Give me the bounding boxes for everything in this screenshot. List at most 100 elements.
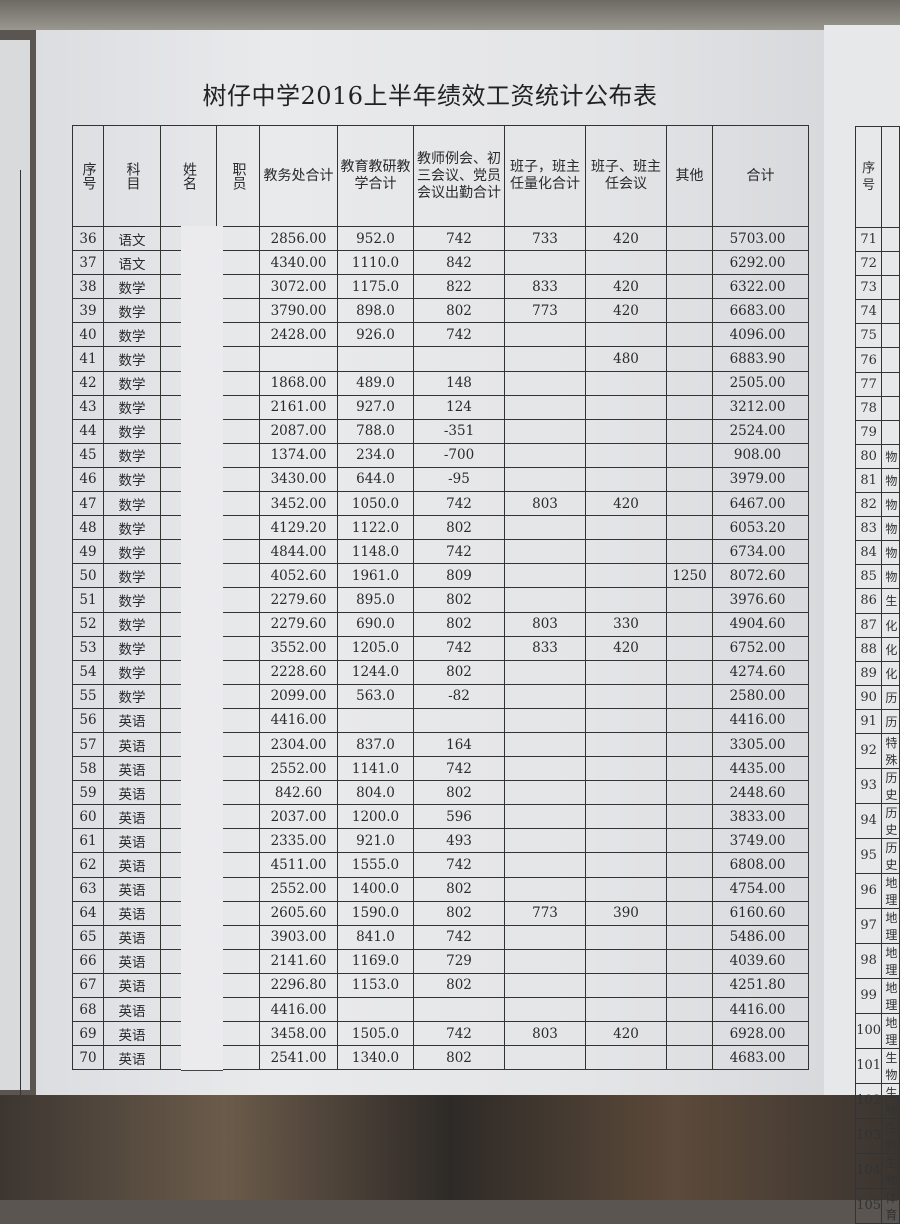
right-cell-seq: 103	[854, 1117, 883, 1154]
cell-class-leader-quant	[504, 924, 586, 950]
cell-academic-affairs: 2161.00	[259, 394, 338, 420]
right-table-row: 86 生	[854, 588, 900, 614]
cell-academic-affairs: 3790.00	[259, 298, 338, 324]
cell-academic-affairs: 4511.00	[259, 852, 338, 878]
cell-seq: 52	[72, 611, 104, 637]
cell-name: 容	[160, 707, 223, 734]
right-cell-subject: 化	[881, 660, 900, 686]
right-cell-subject: 地理	[881, 872, 900, 909]
cell-other	[666, 587, 713, 613]
cell-name: 丘	[160, 804, 223, 831]
cell-seq: 68	[72, 996, 104, 1023]
cell-academic-affairs: 4416.00	[259, 707, 338, 733]
cell-class-leader-meeting	[585, 418, 667, 444]
cell-other	[666, 250, 713, 276]
cell-subject: 数学	[103, 298, 161, 324]
cell-class-leader-meeting	[585, 322, 667, 348]
cell-class-leader-quant	[504, 539, 586, 565]
right-cell-subject: 体育	[881, 1187, 900, 1224]
cell-teaching-research: 563.0	[337, 683, 414, 709]
cell-name: 吴	[160, 298, 223, 325]
header-other: 其他	[666, 125, 713, 227]
cell-class-leader-quant: 733	[504, 225, 586, 252]
cell-teaching-research: 927.0	[337, 394, 414, 420]
right-cell-subject	[881, 323, 900, 349]
cell-subject: 数学	[103, 491, 161, 517]
right-cell-subject: 生物	[881, 1117, 900, 1154]
cell-academic-affairs: 2304.00	[259, 731, 338, 758]
cell-name: 卢	[160, 491, 223, 518]
cell-subject: 数学	[103, 418, 161, 444]
right-table-row: 97 地理	[854, 907, 900, 944]
redaction-strip	[181, 322, 223, 349]
cell-teaching-research: 1505.0	[337, 1021, 414, 1047]
cell-academic-affairs: 2279.60	[259, 587, 338, 613]
cell-other	[666, 611, 713, 637]
right-cell-seq: 89	[854, 660, 883, 686]
cell-meeting-attendance: 802	[413, 659, 505, 685]
redaction-strip	[181, 852, 223, 879]
cell-teaching-research: 1169.0	[337, 948, 414, 974]
cell-meeting-attendance: 742	[413, 539, 505, 565]
cell-total: 6928.00	[712, 1021, 809, 1047]
cell-class-leader-meeting	[585, 804, 667, 830]
table-header-row: 序号 科目 姓名 职员 教务处合计 教育教研教学合计 教师例会、初三会议、党员会议出勤合计班…	[72, 125, 809, 227]
right-table-row: 71	[854, 226, 900, 253]
cell-other	[666, 707, 713, 733]
redaction-strip	[181, 900, 223, 927]
cell-name: 潘	[160, 466, 223, 494]
cell-academic-affairs: 2856.00	[259, 225, 338, 252]
table-row: 56英语容 4416.00 4416.00	[72, 707, 809, 734]
right-table-row: 91 历	[854, 708, 900, 734]
cell-class-leader-quant	[504, 418, 586, 444]
cell-meeting-attendance: -82	[413, 683, 505, 709]
right-table-row: 99 地理	[854, 977, 900, 1014]
cell-teaching-research: 1148.0	[337, 539, 414, 565]
cell-total: 3979.00	[712, 466, 809, 493]
cell-academic-affairs: 2037.00	[259, 804, 338, 830]
cell-other	[666, 996, 713, 1023]
right-cell-seq: 78	[854, 395, 883, 421]
cell-seq: 62	[72, 852, 104, 878]
cell-subject: 英语	[103, 804, 161, 830]
right-table-row: 72	[854, 251, 900, 277]
cell-meeting-attendance: -95	[413, 466, 505, 493]
cell-meeting-attendance: 493	[413, 828, 505, 854]
cell-other	[666, 972, 713, 999]
cell-name: 潘	[160, 250, 223, 277]
cell-staff	[216, 659, 260, 685]
cell-teaching-research: 1110.0	[337, 250, 414, 276]
right-cell-seq: 86	[854, 588, 883, 614]
right-cell-seq: 105	[854, 1187, 883, 1224]
cell-teaching-research: 898.0	[337, 298, 414, 324]
right-cell-subject: 地理	[881, 907, 900, 944]
cell-total: 6053.20	[712, 515, 809, 541]
right-table-row: 73	[854, 275, 900, 301]
cell-name: 邵	[160, 394, 223, 421]
cell-seq: 67	[72, 972, 104, 999]
right-cell-seq: 99	[854, 977, 883, 1014]
right-cell-subject: 生物	[881, 1047, 900, 1084]
cell-teaching-research: 788.0	[337, 418, 414, 444]
right-table-row: 77	[854, 371, 900, 397]
cell-class-leader-meeting	[585, 924, 667, 950]
cell-seq: 56	[72, 707, 104, 733]
right-cell-seq: 101	[854, 1047, 883, 1084]
redaction-strip	[181, 1021, 223, 1048]
cell-class-leader-quant	[504, 515, 586, 541]
cell-total: 4416.00	[712, 996, 809, 1023]
redaction-strip	[181, 226, 223, 253]
cell-other	[666, 466, 713, 493]
cell-subject: 数学	[103, 274, 161, 300]
cell-teaching-research: 1205.0	[337, 635, 414, 661]
